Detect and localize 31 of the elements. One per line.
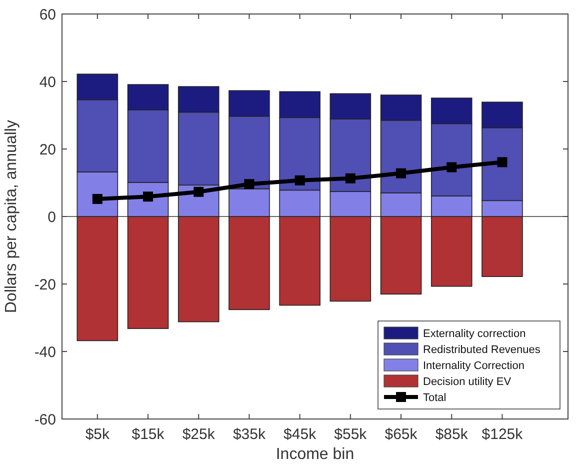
x-tick-label: $35k (232, 426, 266, 443)
point (244, 179, 254, 190)
point (497, 157, 508, 168)
x-tick-label: $25k (182, 426, 216, 443)
point (92, 194, 102, 204)
y-tick-label: -20 (34, 276, 56, 294)
legend-label: Externality correction (423, 328, 526, 340)
y-tick-label: 60 (39, 6, 56, 24)
point (294, 175, 305, 186)
x-tick-label: $55k (334, 426, 368, 443)
legend-label: Internality Correction (423, 360, 524, 372)
x-tick-label: $45k (284, 426, 317, 443)
x-tick-label: $65k (384, 426, 418, 443)
point (345, 173, 356, 184)
point (446, 162, 457, 172)
x-axis-title: Income bin (276, 446, 354, 463)
x-tick-label: $15k (132, 426, 165, 443)
point (396, 168, 406, 178)
y-tick-label: 0 (48, 208, 56, 226)
y-tick-label: -40 (34, 344, 56, 361)
legend-label: Total (423, 392, 446, 404)
y-tick-label: 20 (39, 141, 56, 158)
x-tick-label: $5k (85, 426, 110, 443)
x-tick-label: $125k (482, 426, 524, 443)
legend-label: Redistributed Revenues (423, 344, 541, 356)
y-tick-label: -60 (34, 411, 56, 428)
y-axis-title: Dollars per capita, annually (3, 120, 20, 313)
legend-label: Decision utility EV (423, 376, 512, 388)
y-tick-label: 40 (39, 74, 56, 91)
x-tick-label: $85k (435, 426, 468, 443)
point (194, 186, 204, 197)
